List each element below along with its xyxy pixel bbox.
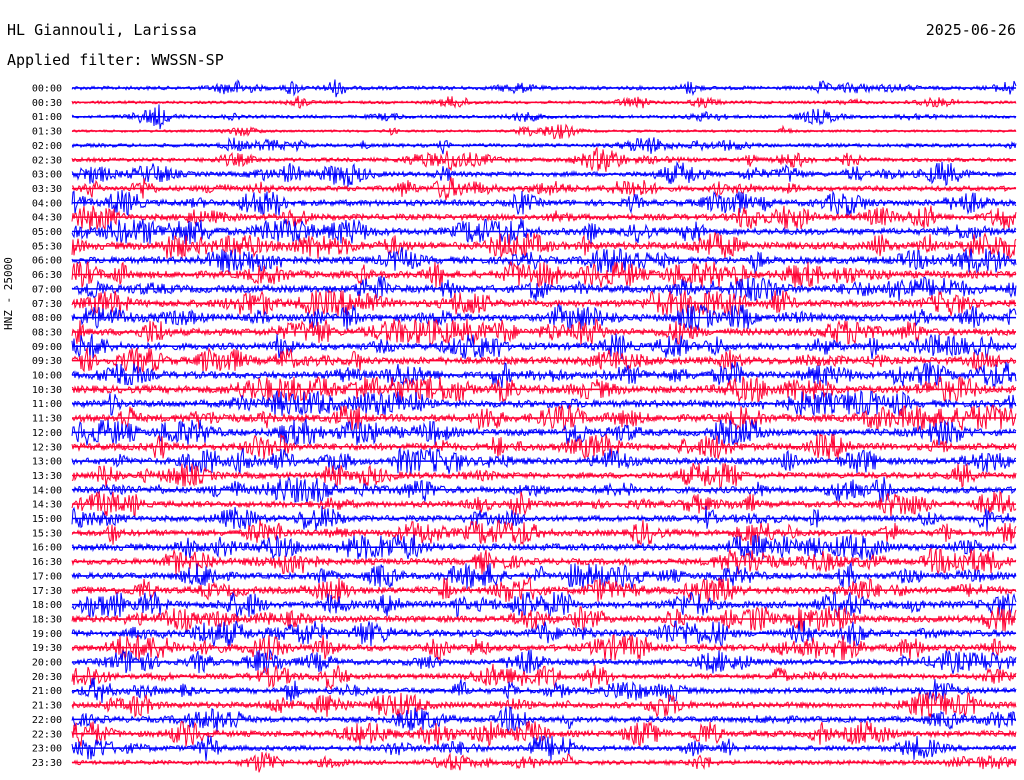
time-label: 03:30 [32,184,62,195]
time-label: 07:00 [32,284,62,295]
time-label: 21:30 [32,701,62,712]
time-label: 08:30 [32,327,62,338]
trace-line [71,476,1016,503]
time-label: 20:30 [32,672,62,683]
trace-line [71,218,1017,245]
trace-line [71,534,1017,561]
time-label: 13:30 [32,471,62,482]
time-label: 11:00 [32,399,62,410]
trace-line [71,205,1017,232]
time-label: 09:30 [32,356,62,367]
trace-line [71,231,1017,260]
time-label: 22:30 [32,729,62,740]
time-label: 14:00 [32,485,62,496]
time-label: 10:30 [32,385,62,396]
trace-line [71,275,1017,302]
time-label: 01:30 [32,127,62,138]
time-label: 23:00 [32,744,62,755]
trace-line [71,317,1017,346]
time-label: 19:00 [32,629,62,640]
trace-line [71,448,1017,475]
time-label: 04:30 [32,213,62,224]
time-label: 21:00 [32,686,62,697]
time-label: 12:00 [32,428,62,439]
date-label: 2025-06-26 [925,21,1016,39]
time-label: 01:00 [32,112,62,123]
trace-line [71,432,1017,460]
trace-line [71,147,1017,172]
trace-line [71,561,1017,589]
time-label: 07:30 [32,299,62,310]
time-label: 02:00 [32,141,62,152]
time-label: 11:30 [32,414,62,425]
trace-line [71,333,1017,361]
time-label: 08:00 [32,313,62,324]
trace-line [71,302,1017,331]
time-label: 13:00 [32,457,62,468]
filter-label: Applied filter: WWSSN-SP [7,51,224,69]
time-label: 17:30 [32,586,62,597]
time-label: 15:30 [32,528,62,539]
time-label: 04:00 [32,198,62,209]
time-label: 00:30 [32,98,62,109]
trace-line [71,289,1017,317]
time-label: 05:30 [32,241,62,252]
trace-line [71,505,1017,532]
trace-line [71,751,1017,773]
time-label: 12:30 [32,442,62,453]
trace-line [71,606,1017,633]
trace-line [71,417,1017,446]
time-label: 22:00 [32,715,62,726]
time-label: 05:00 [32,227,62,238]
time-label: 20:00 [32,658,62,669]
time-label: 23:30 [32,758,62,769]
time-label: 18:00 [32,600,62,611]
time-label: 06:00 [32,256,62,267]
time-label: 06:30 [32,270,62,281]
time-label: 18:30 [32,614,62,625]
trace-line [71,462,1017,489]
time-label: 19:30 [32,643,62,654]
trace-line [71,663,1017,691]
trace-line [71,735,1017,761]
time-label: 17:00 [32,571,62,582]
time-label: 14:30 [32,500,62,511]
trace-line [71,247,1017,275]
time-label: 09:00 [32,342,62,353]
time-label: 16:00 [32,543,62,554]
station-title: HL Giannouli, Larissa [7,21,197,39]
time-label: 15:00 [32,514,62,525]
time-label: 10:00 [32,371,62,382]
trace-line [71,576,1017,603]
time-label: 03:00 [32,170,62,181]
time-label: 00:00 [32,84,62,95]
time-label: 16:30 [32,557,62,568]
time-label: 02:30 [32,155,62,166]
